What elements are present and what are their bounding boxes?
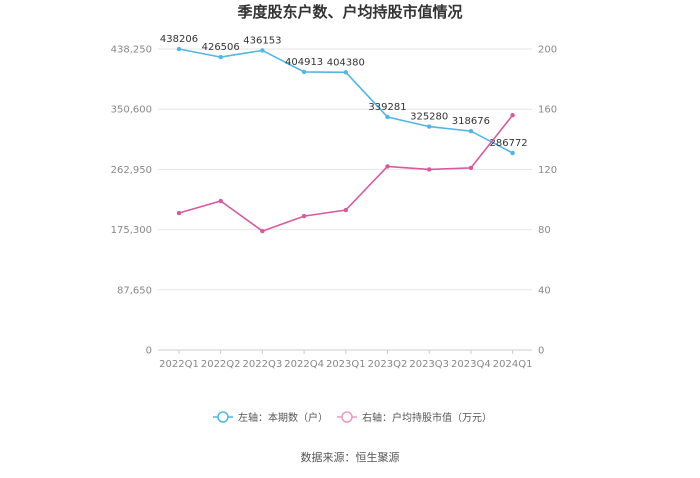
data-label: 404380 bbox=[327, 57, 365, 68]
series-line-1 bbox=[178, 114, 514, 232]
data-point[interactable] bbox=[343, 207, 348, 213]
legend-item-market-value[interactable]: 右轴：户均持股市值（万元） bbox=[337, 411, 492, 424]
legend-label-market-value: 右轴：户均持股市值（万元） bbox=[362, 411, 492, 424]
grid-layer bbox=[158, 48, 532, 351]
data-label: 286772 bbox=[490, 138, 528, 149]
data-point[interactable] bbox=[510, 150, 515, 156]
data-label: 318676 bbox=[452, 116, 490, 127]
legend-marker-households bbox=[217, 411, 229, 423]
data-point[interactable] bbox=[427, 167, 432, 172]
data-point[interactable] bbox=[218, 198, 223, 204]
data-label: 404913 bbox=[285, 57, 323, 68]
x-axis: 2022Q1 2022Q2 2022Q3 2022Q4 2023Q1 2023Q2 2023… bbox=[158, 349, 533, 370]
data-point[interactable] bbox=[260, 228, 265, 234]
left-tick-label: 87,650 bbox=[117, 285, 152, 296]
data-point[interactable] bbox=[301, 69, 307, 75]
right-tick-label: 120 bbox=[538, 165, 557, 176]
x-tick-label: 2023Q4 bbox=[451, 359, 491, 370]
legend: 左轴：本期数（户） 右轴：户均持股市值（万元） bbox=[213, 411, 492, 424]
x-tick-label: 2022Q3 bbox=[243, 359, 283, 370]
data-point[interactable] bbox=[301, 213, 307, 219]
data-point[interactable] bbox=[468, 128, 474, 134]
data-label: 325280 bbox=[410, 112, 448, 123]
x-tick-label: 2023Q2 bbox=[368, 359, 408, 370]
left-tick-label: 262,950 bbox=[111, 165, 152, 176]
data-point[interactable] bbox=[176, 46, 182, 52]
left-tick-label: 0 bbox=[146, 346, 152, 357]
legend-label-households: 左轴：本期数（户） bbox=[238, 411, 328, 424]
data-point[interactable] bbox=[468, 165, 474, 171]
chart-title: 季度股东户数、户均持股市值情况 bbox=[237, 3, 462, 21]
x-tick-label: 2024Q1 bbox=[493, 359, 533, 370]
x-tick-label: 2023Q1 bbox=[326, 359, 366, 370]
left-tick-label: 438,250 bbox=[111, 45, 152, 56]
right-tick-label: 200 bbox=[538, 45, 557, 56]
data-label: 426506 bbox=[202, 42, 240, 53]
x-tick-label: 2023Q3 bbox=[409, 359, 449, 370]
data-point[interactable] bbox=[427, 124, 432, 129]
right-tick-label: 80 bbox=[538, 225, 551, 236]
data-label: 436153 bbox=[243, 35, 281, 46]
data-point[interactable] bbox=[385, 164, 390, 169]
left-tick-label: 175,300 bbox=[111, 225, 152, 236]
x-tick-label: 2022Q2 bbox=[201, 359, 241, 370]
data-point[interactable] bbox=[218, 54, 223, 60]
x-tick-label: 2022Q4 bbox=[284, 359, 324, 370]
left-tick-label: 350,600 bbox=[111, 105, 152, 116]
data-point[interactable] bbox=[260, 48, 265, 53]
right-tick-label: 0 bbox=[538, 346, 544, 357]
data-point[interactable] bbox=[343, 70, 348, 75]
legend-item-households[interactable]: 左轴：本期数（户） bbox=[213, 411, 328, 424]
x-tick-label: 2022Q1 bbox=[159, 359, 199, 370]
data-point[interactable] bbox=[176, 210, 182, 216]
right-tick-label: 160 bbox=[538, 105, 557, 116]
data-label: 339281 bbox=[368, 102, 406, 113]
data-label: 438206 bbox=[160, 34, 198, 45]
legend-marker-market-value bbox=[341, 411, 353, 423]
data-point[interactable] bbox=[510, 113, 515, 118]
right-axis: 0 40 80 120 160 200 bbox=[538, 45, 557, 357]
data-point[interactable] bbox=[385, 114, 390, 120]
source-note: 数据来源：恒生聚源 bbox=[301, 450, 400, 464]
left-axis: 0 87,650 175,300 262,950 350,600 438,250 bbox=[111, 45, 152, 357]
right-tick-label: 40 bbox=[538, 285, 551, 296]
